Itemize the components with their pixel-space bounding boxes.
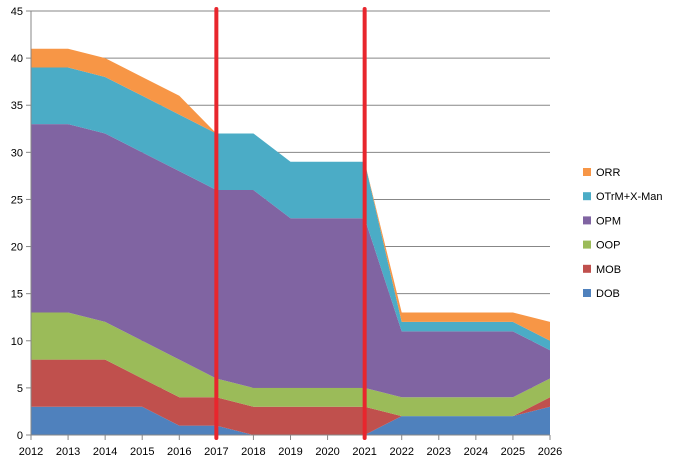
y-tick-label: 5 [17,383,23,395]
legend-label: OOP [596,240,620,252]
y-tick-label: 0 [17,430,23,442]
legend-label: ORR [596,167,621,179]
legend-item-otrm-x-man: OTrM+X-Man [583,191,663,203]
x-tick-label: 2022 [389,446,413,458]
legend-swatch [583,192,591,201]
legend-label: OPM [596,215,621,227]
x-tick-label: 2024 [464,446,488,458]
area-series-otrm-x-man [31,67,550,351]
y-tick-label: 15 [11,289,23,301]
x-tick-label: 2018 [241,446,265,458]
legend-item-dob: DOB [583,288,620,300]
legend-item-orr: ORR [583,167,621,179]
legend-item-mob: MOB [583,264,621,276]
x-tick-label: 2015 [130,446,154,458]
legend-item-oop: OOP [583,240,620,252]
legend: ORR OTrM+X-Man OPM OOP MOB DOB [583,167,663,300]
x-tick-label: 2026 [538,446,562,458]
x-tick-label: 2017 [204,446,228,458]
legend-label: OTrM+X-Man [596,191,663,203]
area-series-opm [31,124,550,398]
x-tick-label: 2014 [93,446,117,458]
x-tick-label: 2016 [167,446,191,458]
area-series-group [31,48,550,435]
x-tick-label: 2020 [315,446,339,458]
area-series-dob [31,406,550,435]
legend-item-opm: OPM [583,215,621,227]
legend-label: MOB [596,264,621,276]
y-tick-label: 40 [11,53,23,65]
y-tick-label: 35 [11,100,23,112]
y-tick-label: 25 [11,194,23,206]
y-tick-label: 45 [11,6,23,18]
legend-swatch [583,168,591,176]
x-tick-label: 2023 [427,446,451,458]
legend-swatch [583,240,591,249]
y-tick-label: 10 [11,336,23,348]
x-tick-label: 2012 [19,446,43,458]
legend-swatch [583,264,591,273]
y-tick-label: 30 [11,147,23,159]
x-tick-label: 2019 [278,446,302,458]
x-tick-label: 2021 [352,446,376,458]
area-series-oop [31,312,550,417]
x-tick-label: 2013 [56,446,80,458]
vertical-markers [214,7,367,440]
legend-swatch [583,289,591,297]
legend-swatch [583,216,591,225]
legend-label: DOB [596,288,620,300]
area-series-mob [31,359,550,435]
x-tick-label: 2025 [501,446,525,458]
y-tick-label: 20 [11,242,23,254]
